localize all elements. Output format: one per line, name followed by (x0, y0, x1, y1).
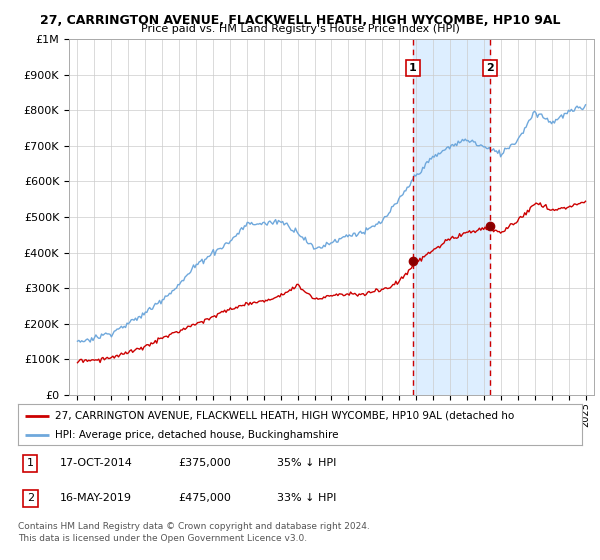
Text: Price paid vs. HM Land Registry's House Price Index (HPI): Price paid vs. HM Land Registry's House … (140, 24, 460, 34)
Text: 1: 1 (27, 459, 34, 468)
Text: £375,000: £375,000 (179, 459, 232, 468)
Text: 1: 1 (409, 63, 416, 73)
Text: 2: 2 (487, 63, 494, 73)
Text: 35% ↓ HPI: 35% ↓ HPI (277, 459, 337, 468)
Text: 27, CARRINGTON AVENUE, FLACKWELL HEATH, HIGH WYCOMBE, HP10 9AL: 27, CARRINGTON AVENUE, FLACKWELL HEATH, … (40, 14, 560, 27)
Text: Contains HM Land Registry data © Crown copyright and database right 2024.
This d: Contains HM Land Registry data © Crown c… (18, 522, 370, 543)
Text: 27, CARRINGTON AVENUE, FLACKWELL HEATH, HIGH WYCOMBE, HP10 9AL (detached ho: 27, CARRINGTON AVENUE, FLACKWELL HEATH, … (55, 411, 514, 421)
Text: 33% ↓ HPI: 33% ↓ HPI (277, 493, 337, 503)
Text: 2: 2 (27, 493, 34, 503)
Bar (413, 39, 490, 395)
Text: HPI: Average price, detached house, Buckinghamshire: HPI: Average price, detached house, Buck… (55, 430, 338, 440)
Text: 16-MAY-2019: 16-MAY-2019 (60, 493, 133, 503)
Text: £475,000: £475,000 (179, 493, 232, 503)
Text: 17-OCT-2014: 17-OCT-2014 (60, 459, 133, 468)
